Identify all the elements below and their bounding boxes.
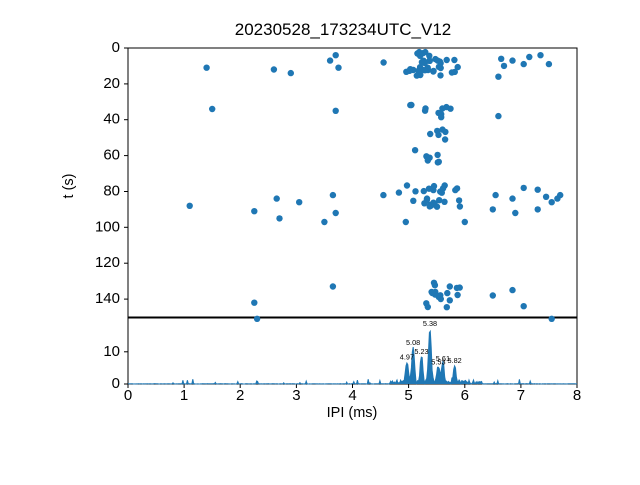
svg-text:100: 100 [95, 218, 120, 235]
svg-text:0: 0 [112, 39, 120, 56]
svg-text:7: 7 [517, 387, 525, 404]
svg-text:1: 1 [180, 387, 188, 404]
svg-text:IPI (ms): IPI (ms) [327, 405, 378, 421]
svg-text:0: 0 [112, 375, 120, 392]
svg-text:6: 6 [461, 387, 469, 404]
svg-text:4: 4 [348, 387, 356, 404]
svg-text:5.82: 5.82 [447, 356, 461, 365]
svg-text:5.38: 5.38 [423, 319, 437, 328]
svg-text:20230528_173234UTC_V12: 20230528_173234UTC_V12 [235, 20, 451, 39]
svg-text:140: 140 [95, 290, 120, 307]
svg-text:8: 8 [573, 387, 581, 404]
svg-text:120: 120 [95, 254, 120, 271]
svg-text:40: 40 [103, 111, 120, 128]
svg-text:4.97: 4.97 [400, 353, 414, 362]
svg-text:60: 60 [103, 147, 120, 164]
svg-text:80: 80 [103, 183, 120, 200]
svg-text:2: 2 [236, 387, 244, 404]
svg-text:10: 10 [103, 343, 120, 360]
svg-text:5.08: 5.08 [406, 338, 420, 347]
svg-text:3: 3 [292, 387, 300, 404]
svg-text:20: 20 [103, 75, 120, 92]
svg-text:t (s): t (s) [61, 174, 77, 199]
svg-text:0: 0 [124, 387, 132, 404]
svg-text:5: 5 [404, 387, 412, 404]
svg-text:5.23: 5.23 [414, 347, 428, 356]
